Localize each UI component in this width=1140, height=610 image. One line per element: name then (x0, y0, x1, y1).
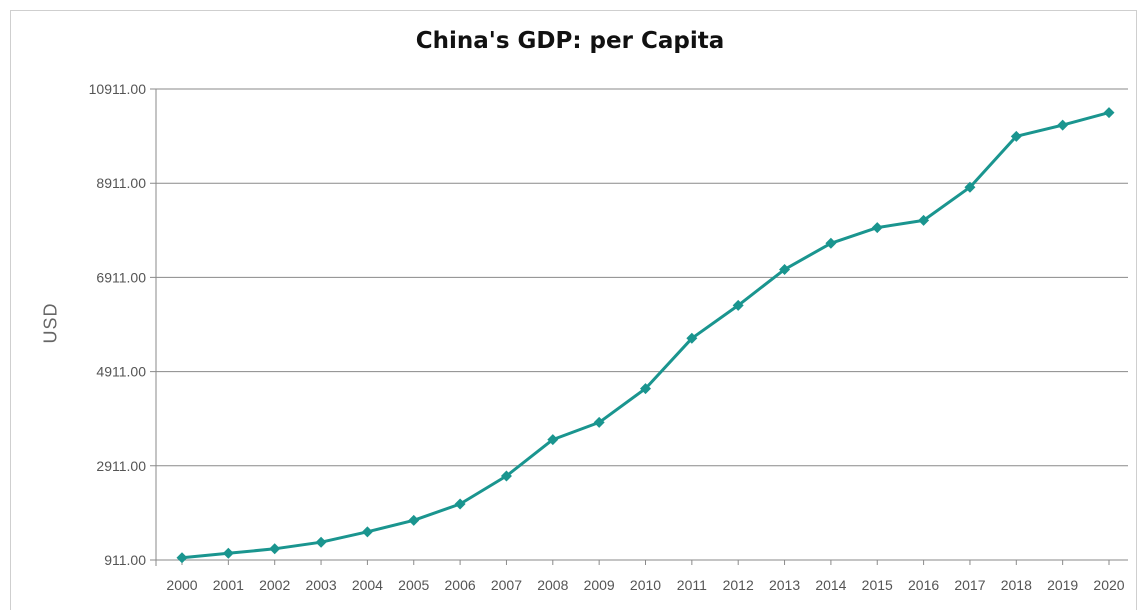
data-point-2010[interactable] (640, 383, 651, 395)
chart-title: China's GDP: per Capita (415, 28, 725, 54)
x-tick-label: 2005 (398, 577, 429, 593)
x-tick-label: 2018 (1001, 577, 1032, 593)
y-tick-label: 2911.00 (96, 458, 146, 474)
x-tick-label: 2014 (815, 577, 846, 593)
data-point-2007[interactable] (500, 470, 512, 482)
data-point-2020[interactable] (1103, 107, 1115, 119)
x-tick-label: 2010 (630, 577, 661, 593)
x-tick-label: 2004 (352, 577, 383, 593)
data-point-2006[interactable] (454, 498, 466, 510)
data-point-2016[interactable] (918, 214, 930, 226)
data-series (176, 107, 1115, 564)
data-point-2019[interactable] (1057, 119, 1069, 131)
data-point-2005[interactable] (408, 514, 420, 526)
y-axis-ticks: 911.00 2911.00 4911.00 6911.00 8911.00 10911.… (89, 81, 147, 568)
x-tick-label: 2011 (677, 577, 707, 593)
data-point-2001[interactable] (222, 547, 234, 559)
data-point-2017[interactable] (964, 181, 976, 193)
x-tick-label: 2019 (1047, 577, 1078, 593)
data-point-2009[interactable] (593, 416, 605, 428)
x-tick-label: 2012 (723, 577, 754, 593)
y-tick-label: 10911.00 (89, 81, 147, 97)
x-tick-label: 2003 (305, 577, 336, 593)
x-tick-label: 2006 (445, 577, 476, 593)
x-axis-ticks: 2000 2001 2002 2003 2004 2005 2006 2007 2008 2009… (166, 560, 1125, 593)
x-tick-label: 2001 (213, 577, 244, 593)
data-point-2002[interactable] (269, 543, 281, 555)
gridlines (150, 88, 1128, 566)
x-tick-label: 2015 (862, 577, 893, 593)
x-tick-label: 2013 (769, 577, 800, 593)
x-tick-label: 2002 (259, 577, 290, 593)
x-tick-label: 2020 (1093, 577, 1124, 593)
x-tick-label: 2017 (954, 577, 985, 593)
data-point-2004[interactable] (361, 526, 373, 538)
data-point-2012[interactable] (732, 299, 744, 311)
x-tick-label: 2000 (166, 577, 197, 593)
data-point-2011[interactable] (686, 332, 698, 344)
series-line (181, 111, 1110, 560)
data-point-2008[interactable] (547, 434, 559, 446)
x-tick-label: 2007 (491, 577, 522, 593)
y-tick-label: 8911.00 (96, 175, 146, 191)
data-point-2018[interactable] (1010, 130, 1022, 142)
data-point-2000[interactable] (176, 552, 188, 564)
y-tick-label: 911.00 (104, 552, 146, 568)
chart-frame (10, 10, 1137, 610)
y-tick-label: 6911.00 (96, 269, 146, 285)
x-tick-label: 2016 (908, 577, 939, 593)
data-point-2003[interactable] (315, 536, 327, 548)
x-tick-label: 2008 (537, 577, 568, 593)
data-point-2013[interactable] (779, 263, 791, 275)
x-tick-label: 2009 (584, 577, 615, 593)
data-point-2014[interactable] (825, 237, 837, 249)
y-tick-label: 4911.00 (96, 364, 146, 380)
data-point-2015[interactable] (871, 222, 883, 234)
